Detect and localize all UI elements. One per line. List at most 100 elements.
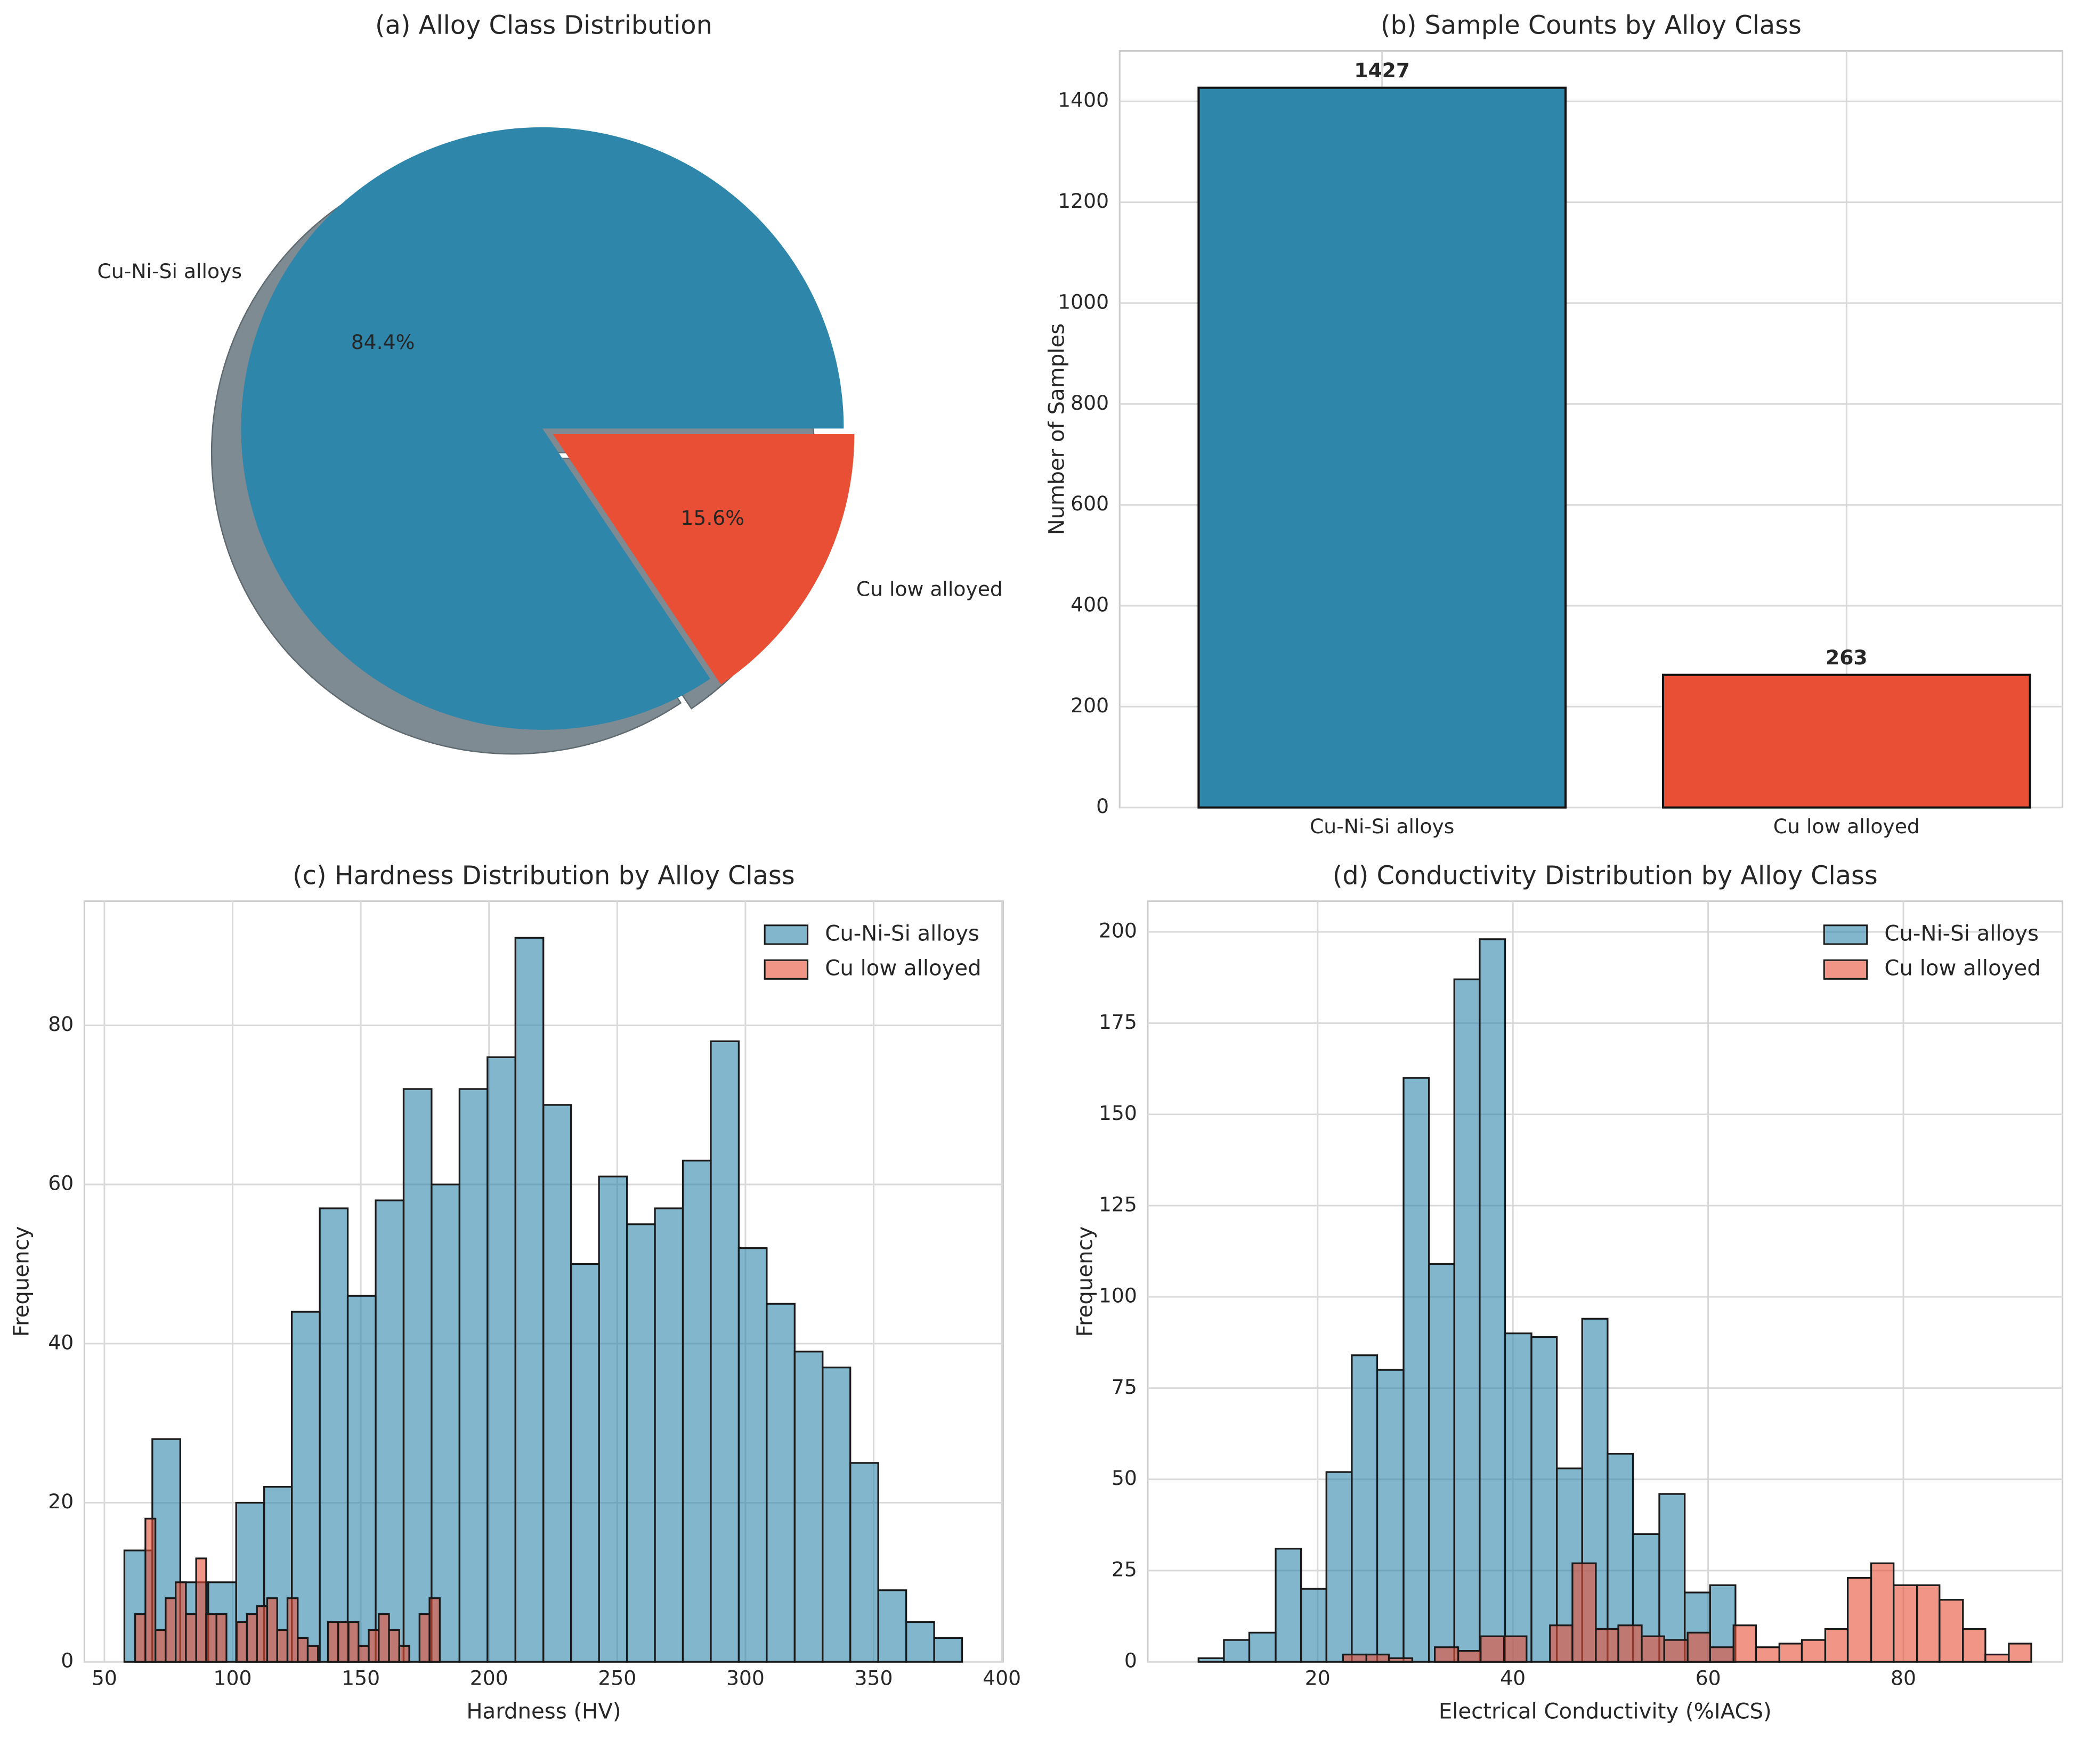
- histogram-bar: [1504, 1332, 1533, 1663]
- histogram-bar: [1479, 938, 1506, 1663]
- histogram-bar: [1824, 1628, 1849, 1663]
- histogram-bar: [1197, 1657, 1225, 1663]
- histogram-bar: [246, 1613, 258, 1663]
- x-tick-label: 250: [598, 1666, 636, 1689]
- pie-label: Cu low alloyed: [856, 577, 1003, 600]
- histogram-bar: [297, 1637, 309, 1663]
- histogram-bar: [710, 1040, 740, 1663]
- histogram-bar: [1376, 1369, 1405, 1663]
- y-axis-label: Number of Samples: [1045, 323, 1069, 535]
- histogram-bar: [458, 1088, 489, 1663]
- histogram-bar: [1641, 1635, 1665, 1663]
- histogram-bar: [1870, 1562, 1895, 1663]
- histogram-bar: [1300, 1588, 1327, 1663]
- histogram-bar: [1457, 1649, 1482, 1663]
- y-axis-label: Frequency: [10, 1226, 34, 1337]
- histogram-bar: [165, 1597, 177, 1663]
- histogram-bar: [378, 1613, 390, 1663]
- chart-title: (c) Hardness Distribution by Alloy Class: [293, 861, 795, 890]
- histogram-bar: [286, 1597, 299, 1663]
- histogram-bar: [358, 1645, 370, 1663]
- histogram-bar: [276, 1629, 289, 1663]
- x-tick-label: 350: [855, 1666, 893, 1689]
- histogram-bar: [398, 1645, 410, 1663]
- legend-swatch: [764, 924, 809, 945]
- histogram-bar: [1428, 1263, 1455, 1663]
- y-tick-label: 600: [1071, 492, 1109, 515]
- histogram-bar: [155, 1629, 167, 1663]
- histogram-bar: [195, 1557, 207, 1663]
- histogram-bar: [570, 1263, 600, 1663]
- histogram-bar: [185, 1613, 197, 1663]
- y-tick-label: 175: [1099, 1010, 1137, 1034]
- histogram-bar: [1433, 1646, 1460, 1663]
- y-tick-label: 0: [61, 1649, 74, 1672]
- histogram-bar: [1595, 1628, 1619, 1663]
- chart-title: (b) Sample Counts by Alloy Class: [1381, 11, 1802, 40]
- legend-label: Cu low alloyed: [1884, 956, 2040, 981]
- pie-label: Cu-Ni-Si alloys: [98, 259, 242, 283]
- histogram-bar: [347, 1621, 360, 1663]
- histogram-bar: [849, 1462, 879, 1663]
- pie-slice: [553, 434, 855, 685]
- x-tick-label: 40: [1500, 1666, 1526, 1689]
- y-tick-label: 1400: [1058, 88, 1109, 112]
- histogram-bar: [388, 1629, 400, 1663]
- y-tick-label: 40: [48, 1330, 74, 1354]
- histogram-bar: [626, 1223, 656, 1663]
- bar: [1197, 86, 1567, 809]
- bar: [1662, 673, 2031, 809]
- chart-title: (d) Conductivity Distribution by Alloy C…: [1333, 861, 1878, 890]
- histogram-bar: [175, 1581, 187, 1663]
- y-tick-label: 800: [1071, 391, 1109, 415]
- histogram-bar: [1388, 1657, 1414, 1663]
- histogram-bar: [1453, 978, 1481, 1663]
- histogram-bar: [1755, 1646, 1780, 1663]
- histogram-bar: [327, 1621, 339, 1663]
- histogram-bar: [368, 1629, 380, 1663]
- histogram-bar: [822, 1367, 852, 1663]
- y-tick-label: 400: [1071, 592, 1109, 616]
- y-tick-label: 100: [1099, 1284, 1137, 1307]
- histogram-bar: [1351, 1354, 1379, 1663]
- histogram-bar: [1365, 1653, 1390, 1663]
- histogram-bar: [431, 1183, 460, 1663]
- histogram-bar: [1658, 1493, 1686, 1663]
- histogram-bar: [1571, 1562, 1597, 1663]
- histogram-bar: [514, 937, 545, 1663]
- histogram-bar: [654, 1207, 684, 1663]
- pie-percent-label: 15.6%: [680, 506, 744, 530]
- histogram-bar: [1893, 1584, 1918, 1663]
- histogram-bar: [375, 1199, 405, 1663]
- histogram-bar: [1503, 1635, 1528, 1663]
- histogram-bar: [1732, 1624, 1757, 1663]
- histogram-bar: [205, 1613, 217, 1663]
- histogram-bar: [1402, 1077, 1430, 1663]
- x-axis-label: Electrical Conductivity (%IACS): [1439, 1700, 1772, 1724]
- histogram-bar: [402, 1088, 433, 1663]
- y-tick-label: 0: [1124, 1649, 1137, 1672]
- y-tick-label: 1000: [1058, 290, 1109, 313]
- x-tick-label: Cu-Ni-Si alloys: [1310, 815, 1454, 838]
- histogram-bar: [1939, 1599, 1964, 1663]
- x-tick-label: 60: [1696, 1666, 1721, 1689]
- histogram-bar: [144, 1517, 157, 1663]
- pie-percent-label: 84.4%: [351, 330, 415, 354]
- y-tick-label: 50: [1112, 1466, 1137, 1490]
- y-tick-label: 125: [1099, 1192, 1137, 1216]
- histogram-bar: [1617, 1624, 1643, 1663]
- histogram-bar: [766, 1303, 796, 1663]
- histogram-bar: [1342, 1653, 1367, 1663]
- histogram-bar: [1248, 1631, 1277, 1663]
- x-tick-label: 50: [92, 1666, 117, 1689]
- histogram-bar: [793, 1351, 824, 1663]
- x-tick-label: 100: [214, 1666, 252, 1689]
- bar-value-label: 1427: [1354, 59, 1410, 82]
- histogram-bar: [1663, 1639, 1689, 1663]
- x-axis-label: Hardness (HV): [466, 1700, 621, 1724]
- y-tick-label: 200: [1071, 694, 1109, 717]
- y-tick-label: 60: [48, 1172, 74, 1195]
- legend-label: Cu low alloyed: [825, 956, 981, 981]
- y-tick-label: 80: [48, 1012, 74, 1036]
